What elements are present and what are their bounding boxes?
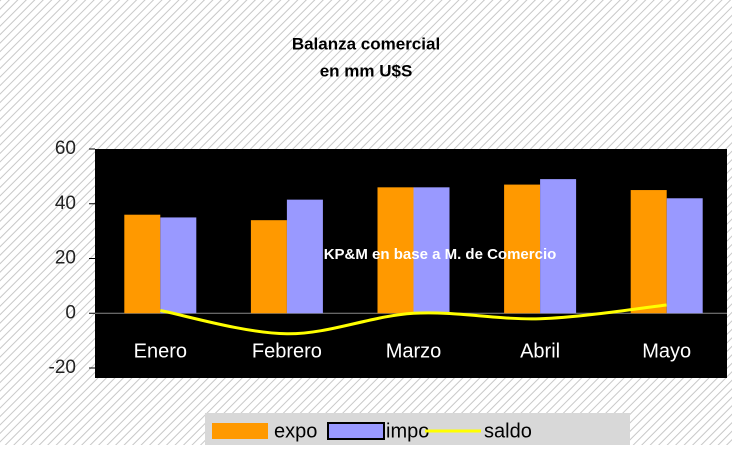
- legend-swatch: [212, 423, 268, 439]
- y-tick-label: 60: [55, 138, 76, 159]
- chart-title: Balanza comercial: [292, 34, 440, 53]
- y-tick-label: 40: [55, 193, 76, 214]
- bar: [630, 190, 667, 314]
- bar: [413, 187, 450, 314]
- y-tick-label: 0: [65, 302, 76, 323]
- x-tick-label: Mayo: [642, 340, 691, 362]
- bar: [250, 220, 287, 314]
- bar: [377, 187, 414, 314]
- bar: [160, 217, 197, 314]
- chart-title: en mm U$S: [320, 61, 413, 80]
- x-tick-label: Enero: [134, 340, 187, 362]
- legend: [205, 413, 630, 445]
- y-tick-label: -20: [49, 357, 76, 378]
- legend-swatch: [327, 422, 385, 440]
- x-tick-label: Marzo: [386, 340, 442, 362]
- x-tick-label: Abril: [520, 340, 560, 362]
- y-tick-label: 20: [55, 248, 76, 269]
- bar: [504, 184, 541, 314]
- bar: [286, 199, 323, 314]
- legend-label: expo: [274, 420, 317, 442]
- line: [160, 303, 667, 336]
- bar: [666, 198, 703, 314]
- legend-label: saldo: [484, 420, 532, 442]
- x-tick-label: Febrero: [252, 340, 322, 362]
- annotation: KP&M en base a M. de Comercio: [324, 246, 557, 263]
- legend-label: impo: [386, 420, 429, 442]
- bar: [540, 179, 577, 314]
- bar: [124, 214, 161, 314]
